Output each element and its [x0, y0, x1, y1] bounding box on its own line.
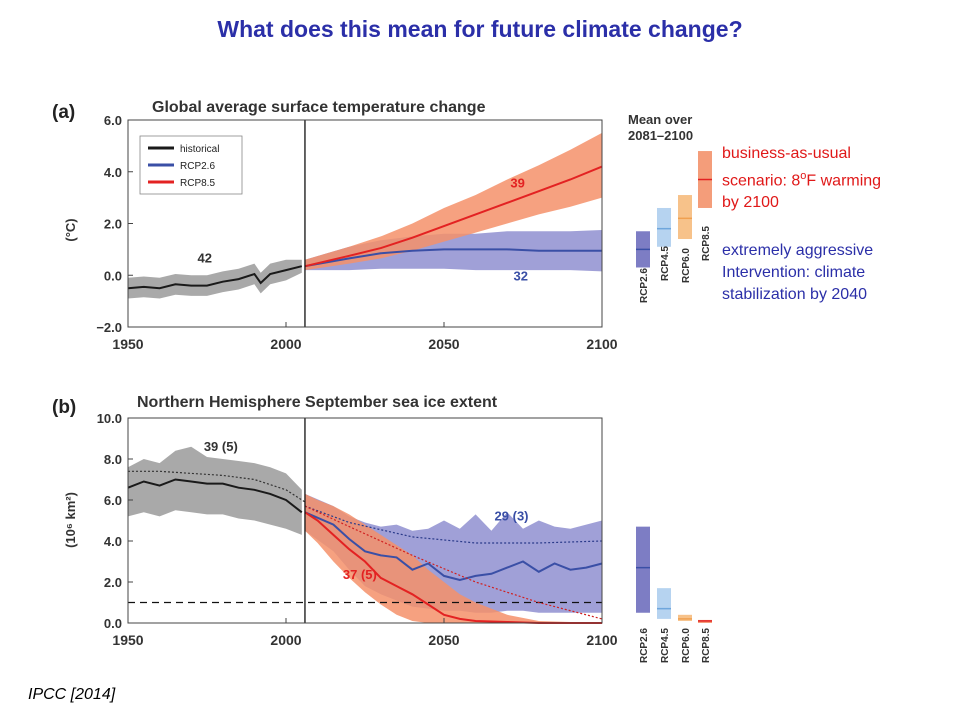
slide-title: What does this mean for future climate c… — [217, 16, 743, 42]
annotation-red-line2-pre: scenario: 8 — [722, 172, 801, 190]
band-rcp8-5 — [305, 493, 602, 623]
x-tick-label: 2000 — [270, 336, 301, 352]
series-line-rcp2-6-observed-dotted — [304, 505, 603, 544]
band-historical — [128, 446, 302, 535]
mean-bar-rcp26 — [636, 526, 650, 613]
series-line-rcp2-6 — [304, 248, 602, 268]
annotation-red-line2-post: F warming — [806, 172, 882, 190]
label-count-historical: 39 (5) — [204, 439, 238, 454]
mean-bar-label: RCP2.6 — [639, 268, 650, 303]
label-count-rcp85: 37 (5) — [343, 567, 377, 582]
x-tick-label: 1950 — [112, 632, 143, 648]
y-tick-label: 6.0 — [104, 113, 122, 128]
series-line-historical — [127, 478, 303, 514]
y-axis-label: (10⁶ km²) — [63, 492, 78, 548]
label-count-rcp26: 32 — [514, 268, 528, 283]
y-tick-label: −2.0 — [96, 320, 122, 335]
chart-title: Northern Hemisphere September sea ice ex… — [137, 394, 498, 411]
y-tick-label: 4.0 — [104, 534, 122, 549]
mean-bars-title-line2: 2081–2100 — [628, 128, 693, 143]
annotation-red-line2: scenario: 8oF warming — [722, 165, 960, 192]
annotation-blue-line1: extremely aggressive — [722, 242, 874, 259]
mean-bar-label: RCP4.5 — [660, 246, 671, 281]
annotation-red-line1: business-as-usual — [722, 145, 851, 162]
y-tick-label: 6.0 — [104, 493, 122, 508]
y-tick-label: 4.0 — [104, 165, 122, 180]
series-line-rcp8-5 — [304, 165, 603, 268]
y-tick-label: 2.0 — [104, 575, 122, 590]
y-tick-label: 0.0 — [104, 268, 122, 283]
annotation-blue-line2: Intervention: climate — [722, 264, 866, 281]
panel-label: (b) — [52, 397, 76, 418]
plot-frame — [127, 417, 603, 624]
series-line-rcp2-6 — [304, 511, 603, 582]
annotation-blue-line3: stabilization by 2040 — [722, 286, 867, 303]
x-tick-label: 1950 — [112, 336, 143, 352]
chart-title: Global average surface temperature chang… — [152, 99, 486, 116]
legend-item: historical — [180, 144, 219, 155]
y-tick-label: 8.0 — [104, 452, 122, 467]
mean-bar-rcp60 — [678, 195, 692, 240]
label-count-historical: 42 — [198, 250, 212, 265]
series-line-rcp8-5-observed-dotted — [304, 505, 603, 620]
y-tick-label: 10.0 — [97, 411, 122, 426]
plot-area — [127, 417, 603, 624]
mean-bar-label: RCP6.0 — [681, 628, 692, 663]
x-tick-label: 2050 — [428, 336, 459, 352]
series-line-historical-observed-dotted — [128, 470, 306, 503]
mean-bar-label: RCP8.5 — [701, 628, 712, 663]
band-rcp8-5 — [305, 132, 602, 271]
mean-bar-label: RCP2.6 — [639, 628, 650, 663]
annotation-red-line3: by 2100 — [722, 194, 779, 212]
annotation-degree-sup: o — [800, 170, 807, 182]
y-tick-label: 0.0 — [104, 616, 122, 631]
x-tick-label: 2100 — [586, 336, 617, 352]
mean-bar-rcp60 — [678, 614, 692, 621]
label-count-rcp26: 29 (3) — [495, 509, 529, 524]
x-tick-label: 2000 — [270, 632, 301, 648]
mean-bar-rcp45 — [657, 207, 671, 247]
panel-label: (a) — [52, 102, 75, 123]
label-count-rcp85: 39 — [510, 175, 524, 190]
source-citation: IPCC [2014] — [28, 686, 116, 703]
band-historical — [128, 259, 302, 299]
mean-bar-label: RCP4.5 — [660, 628, 671, 663]
x-tick-label: 2050 — [428, 632, 459, 648]
mean-bar-label: RCP8.5 — [701, 226, 712, 261]
x-tick-label: 2100 — [586, 632, 617, 648]
y-axis-label: (°C) — [63, 218, 78, 241]
annotation-aggressive-intervention: extremely aggressive Intervention: clima… — [722, 240, 960, 306]
y-tick-label: 2.0 — [104, 217, 122, 232]
mean-bars-title-line1: Mean over — [628, 112, 692, 127]
series-line-historical — [127, 265, 303, 290]
mean-bar-rcp45 — [657, 588, 671, 619]
annotation-business-as-usual: business-as-usual scenario: 8oF warming … — [722, 143, 960, 214]
legend-item: RCP2.6 — [180, 161, 215, 172]
legend-item: RCP8.5 — [180, 178, 215, 189]
band-rcp2-6 — [305, 230, 602, 272]
mean-bar-label: RCP6.0 — [681, 248, 692, 283]
